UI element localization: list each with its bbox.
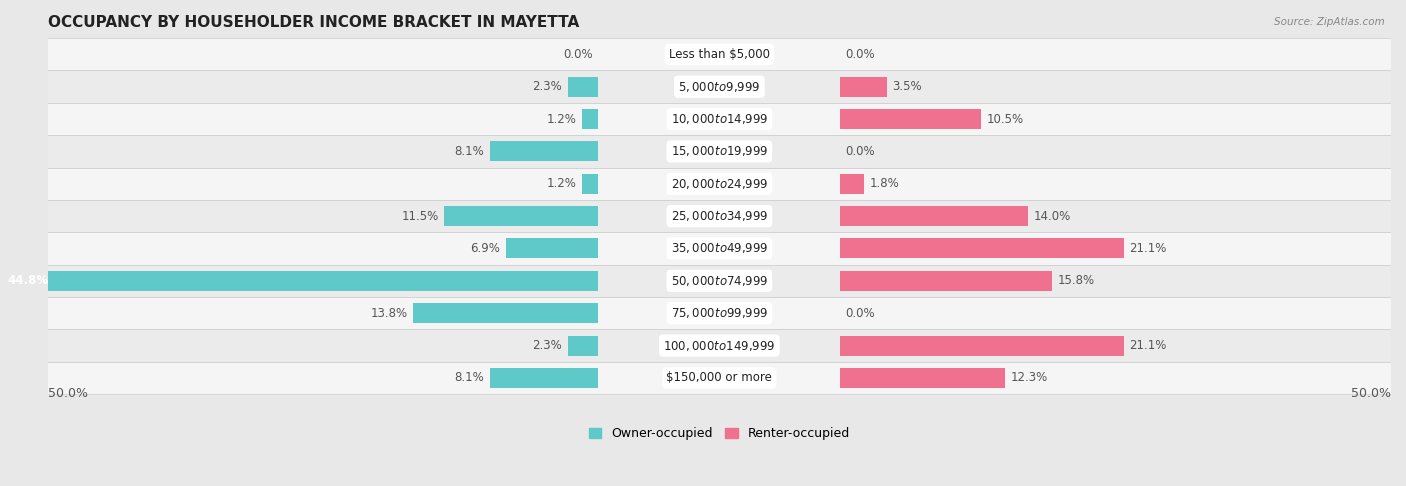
Bar [413,303,599,323]
Bar [489,368,599,388]
Legend: Owner-occupied, Renter-occupied: Owner-occupied, Renter-occupied [583,422,855,445]
Text: 3.5%: 3.5% [893,80,922,93]
Text: 11.5%: 11.5% [401,209,439,223]
Text: $5,000 to $9,999: $5,000 to $9,999 [678,80,761,94]
FancyBboxPatch shape [34,200,1405,232]
Bar [841,368,1005,388]
Text: 1.2%: 1.2% [547,177,576,190]
Bar [841,206,1028,226]
Text: $75,000 to $99,999: $75,000 to $99,999 [671,306,768,320]
Text: $20,000 to $24,999: $20,000 to $24,999 [671,177,768,191]
Text: Less than $5,000: Less than $5,000 [669,48,770,61]
Text: $150,000 or more: $150,000 or more [666,371,772,384]
FancyBboxPatch shape [34,232,1405,265]
Text: 0.0%: 0.0% [845,48,876,61]
FancyBboxPatch shape [34,265,1405,297]
Text: $15,000 to $19,999: $15,000 to $19,999 [671,144,768,158]
FancyBboxPatch shape [34,168,1405,200]
Text: 14.0%: 14.0% [1033,209,1071,223]
Text: 0.0%: 0.0% [845,145,876,158]
Text: $35,000 to $49,999: $35,000 to $49,999 [671,242,768,256]
FancyBboxPatch shape [34,297,1405,330]
Text: 6.9%: 6.9% [471,242,501,255]
Bar [841,174,865,194]
Text: $50,000 to $74,999: $50,000 to $74,999 [671,274,768,288]
Text: $25,000 to $34,999: $25,000 to $34,999 [671,209,768,223]
Text: Source: ZipAtlas.com: Source: ZipAtlas.com [1274,17,1385,27]
Text: 2.3%: 2.3% [533,80,562,93]
Text: 2.3%: 2.3% [533,339,562,352]
Text: OCCUPANCY BY HOUSEHOLDER INCOME BRACKET IN MAYETTA: OCCUPANCY BY HOUSEHOLDER INCOME BRACKET … [48,15,579,30]
Bar [841,239,1123,259]
Text: 1.2%: 1.2% [547,113,576,125]
FancyBboxPatch shape [34,38,1405,70]
Text: 50.0%: 50.0% [48,387,87,400]
Bar [568,335,599,356]
FancyBboxPatch shape [34,362,1405,394]
Text: 1.8%: 1.8% [870,177,900,190]
Bar [841,335,1123,356]
Bar [489,141,599,161]
Text: 8.1%: 8.1% [454,371,484,384]
Bar [582,109,599,129]
Text: 0.0%: 0.0% [564,48,593,61]
FancyBboxPatch shape [34,330,1405,362]
FancyBboxPatch shape [34,103,1405,135]
Bar [0,271,599,291]
Bar [841,77,887,97]
Text: 21.1%: 21.1% [1129,339,1167,352]
Text: 15.8%: 15.8% [1057,274,1095,287]
Text: 50.0%: 50.0% [1351,387,1391,400]
Bar [841,109,981,129]
Bar [506,239,599,259]
Text: 44.8%: 44.8% [7,274,49,287]
Bar [582,174,599,194]
Text: 21.1%: 21.1% [1129,242,1167,255]
Text: 13.8%: 13.8% [371,307,408,320]
Text: 0.0%: 0.0% [845,307,876,320]
FancyBboxPatch shape [34,70,1405,103]
Text: 10.5%: 10.5% [987,113,1024,125]
Text: 12.3%: 12.3% [1011,371,1047,384]
Text: 8.1%: 8.1% [454,145,484,158]
Bar [444,206,599,226]
Text: $10,000 to $14,999: $10,000 to $14,999 [671,112,768,126]
Bar [568,77,599,97]
Bar [841,271,1053,291]
Text: $100,000 to $149,999: $100,000 to $149,999 [664,339,776,352]
FancyBboxPatch shape [34,135,1405,168]
